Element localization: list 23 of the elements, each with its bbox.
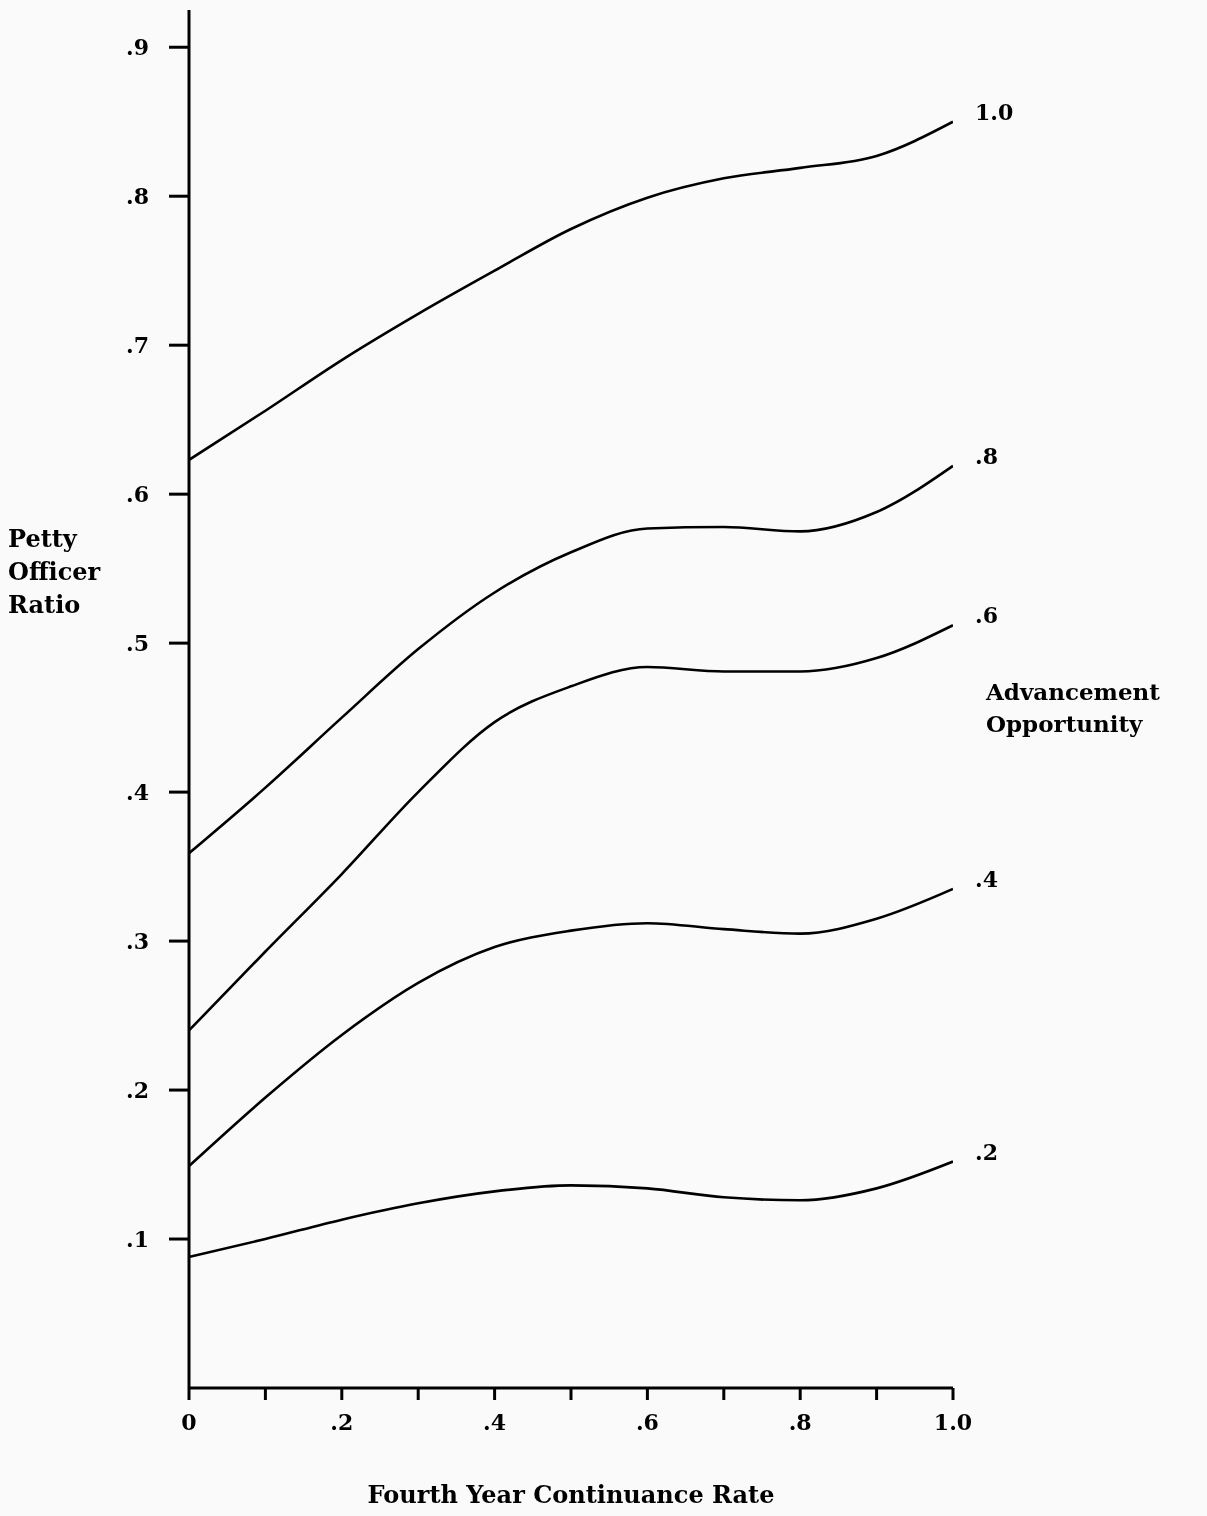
legend-title: Advancement Opportunity bbox=[986, 677, 1161, 739]
y-tick-label: .6 bbox=[126, 480, 149, 507]
y-tick-label: .5 bbox=[126, 629, 149, 656]
x-tick-label: .6 bbox=[635, 1408, 659, 1435]
x-tick-label: .2 bbox=[330, 1408, 354, 1435]
y-axis-title: Petty Officer Ratio bbox=[8, 523, 102, 621]
series-label: 1.0 bbox=[975, 98, 1014, 125]
y-tick-label: .9 bbox=[126, 34, 149, 61]
y-tick-label: .4 bbox=[126, 778, 149, 805]
x-tick-label: 0 bbox=[181, 1408, 197, 1435]
y-tick-label: .8 bbox=[126, 183, 149, 210]
x-tick-label: 1.0 bbox=[933, 1408, 973, 1435]
series-label: .6 bbox=[975, 602, 998, 629]
x-axis-title: Fourth Year Continuance Rate bbox=[366, 1480, 776, 1509]
y-tick-label: .1 bbox=[126, 1225, 149, 1252]
y-tick-label: .2 bbox=[126, 1076, 149, 1103]
series-label: .8 bbox=[975, 442, 998, 469]
series-label: .4 bbox=[975, 865, 998, 892]
y-tick-label: .7 bbox=[126, 332, 149, 358]
series-label: .2 bbox=[975, 1138, 998, 1165]
x-tick-label: .8 bbox=[788, 1408, 812, 1435]
x-tick-label: .4 bbox=[483, 1408, 507, 1435]
y-tick-label: .3 bbox=[126, 927, 149, 954]
